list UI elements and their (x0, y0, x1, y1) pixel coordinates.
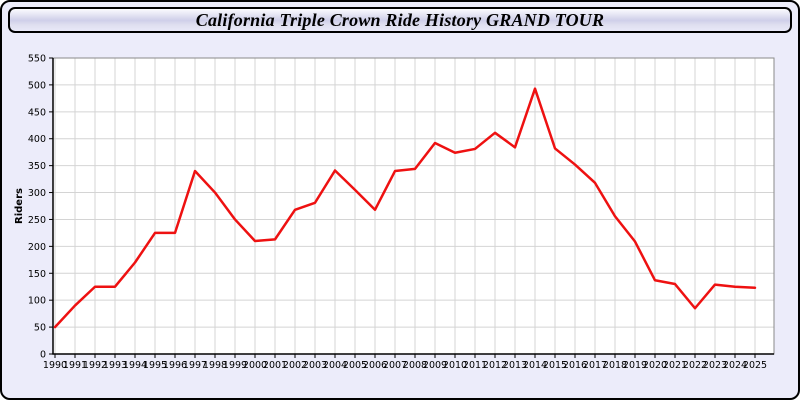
x-tick-label: 2024 (723, 360, 747, 371)
x-tick-label: 1996 (163, 360, 187, 371)
x-tick-label: 2014 (523, 360, 547, 371)
page-title: California Triple Crown Ride History GRA… (195, 9, 605, 30)
riders-line-series (53, 87, 757, 329)
x-axis-labels: 1990199119921993199419951996199719981999… (43, 360, 767, 371)
y-axis-labels: 0 50 100 150 200 250 300 350 400 450 500 550 (28, 54, 46, 361)
y-tick-label: 400 (28, 134, 46, 145)
x-tick-label: 2023 (703, 360, 727, 371)
x-tick-label: 1993 (103, 360, 127, 371)
x-tick-label: 2008 (403, 360, 427, 371)
x-tick-label: 1998 (203, 360, 227, 371)
x-tick-label: 1999 (223, 360, 247, 371)
y-axis-label: Riders (14, 188, 25, 224)
x-tick-label: 2018 (603, 360, 627, 371)
x-tick-label: 1997 (183, 360, 207, 371)
x-tick-label: 1991 (63, 360, 87, 371)
x-tick-label: 1990 (43, 360, 67, 371)
x-tick-label: 1994 (123, 360, 147, 371)
x-tick-label: 2003 (303, 360, 327, 371)
y-tick-label: 550 (28, 54, 46, 65)
x-tick-label: 1992 (83, 360, 107, 371)
x-tick-label: 2006 (363, 360, 387, 371)
x-tick-label: 2011 (463, 360, 487, 371)
y-tick-label: 100 (28, 296, 46, 307)
x-tick-label: 2000 (243, 360, 267, 371)
x-tick-label: 2025 (743, 360, 767, 371)
x-tick-label: 2021 (663, 360, 687, 371)
y-tick-label: 250 (28, 215, 46, 226)
y-tick-label: 150 (28, 269, 46, 280)
x-tick-label: 1995 (143, 360, 167, 371)
plot-background (53, 58, 774, 354)
y-tick-label: 200 (28, 242, 46, 253)
y-tick-label: 500 (28, 80, 46, 91)
x-tick-label: 2004 (323, 360, 347, 371)
x-tick-label: 2010 (443, 360, 467, 371)
x-tick-label: 2012 (483, 360, 507, 371)
y-tick-label: 300 (28, 188, 46, 199)
y-tick-label: 350 (28, 161, 46, 172)
x-tick-label: 2007 (383, 360, 407, 371)
y-tick-label: 50 (34, 323, 46, 334)
x-tick-label: 2020 (643, 360, 667, 371)
axes (52, 58, 774, 355)
title-bar: California Triple Crown Ride History GRA… (8, 7, 792, 33)
y-tick-label: 450 (28, 107, 46, 118)
x-tick-label: 2009 (423, 360, 447, 371)
x-tick-label: 2016 (563, 360, 587, 371)
x-tick-label: 2017 (583, 360, 607, 371)
x-tick-label: 2015 (543, 360, 567, 371)
x-tick-label: 2002 (283, 360, 307, 371)
x-tick-label: 2013 (503, 360, 527, 371)
x-tick-label: 2001 (263, 360, 287, 371)
y-tick-label: 0 (40, 350, 46, 361)
x-tick-label: 2022 (683, 360, 707, 371)
x-tick-label: 2005 (343, 360, 367, 371)
x-tick-label: 2019 (623, 360, 647, 371)
